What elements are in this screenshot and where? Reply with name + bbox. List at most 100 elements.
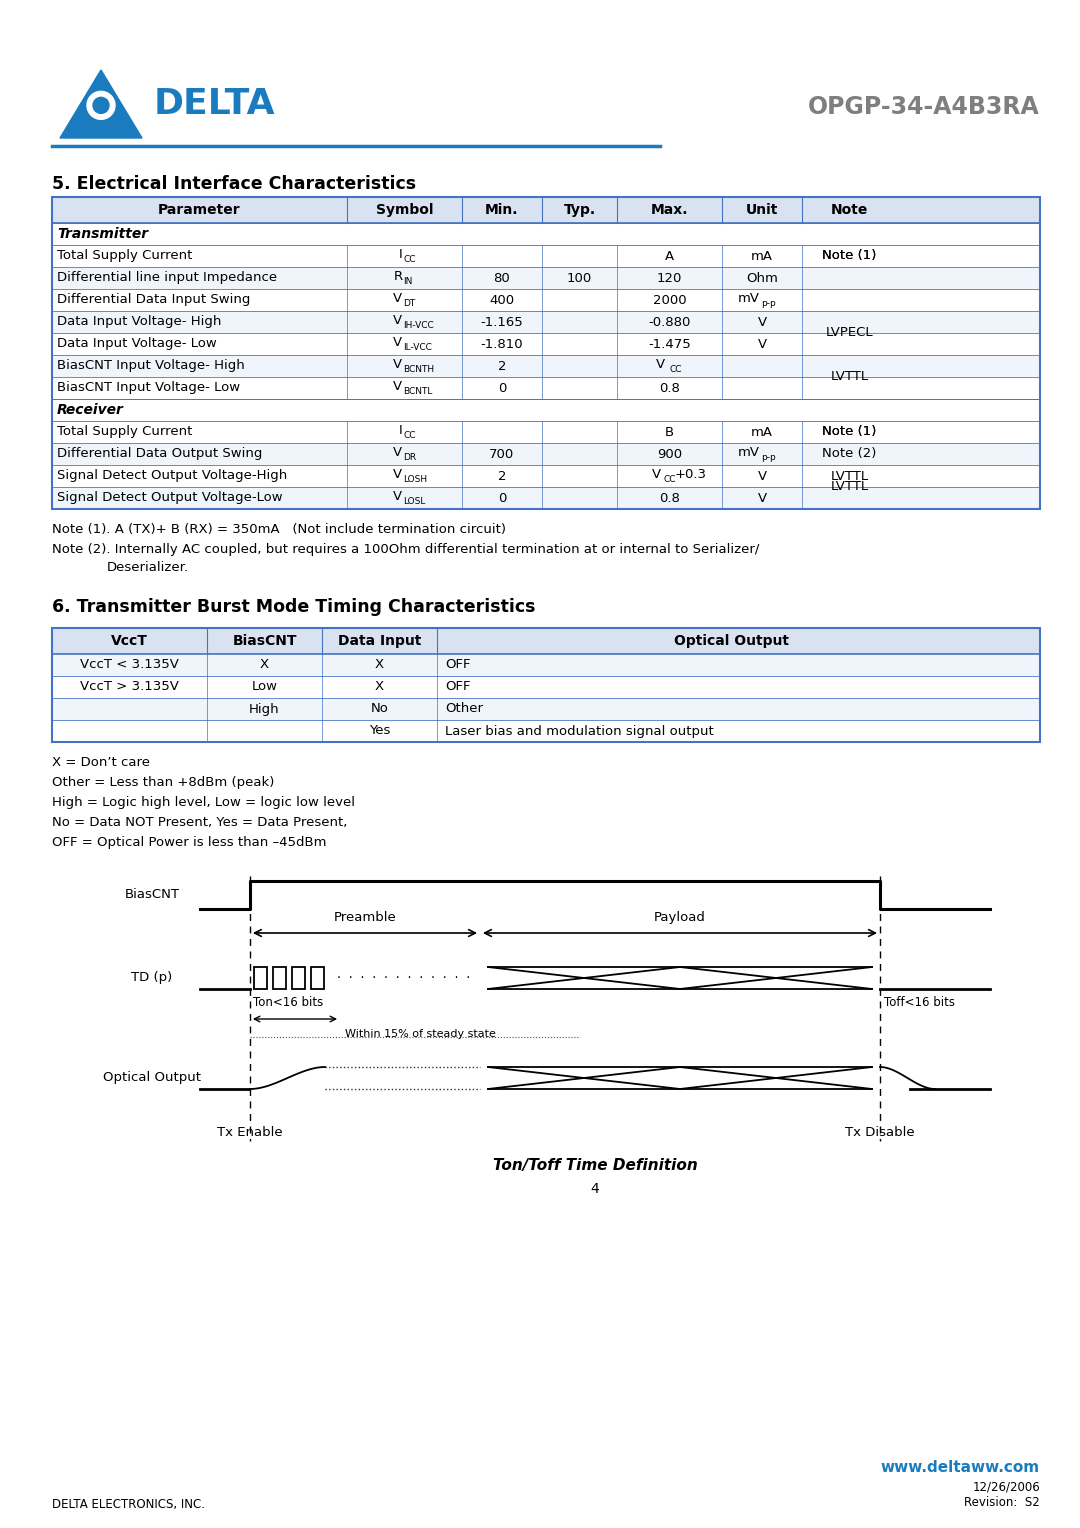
Text: Tx Disable: Tx Disable [846, 1126, 915, 1138]
Text: V: V [393, 446, 403, 460]
Bar [52, 197, 1040, 509]
Text: -1.165: -1.165 [481, 315, 524, 329]
Text: CC: CC [404, 431, 416, 440]
Text: V: V [757, 338, 767, 350]
Text: High = Logic high level, Low = logic low level: High = Logic high level, Low = logic low… [52, 796, 355, 808]
Circle shape [93, 98, 109, 113]
Text: Unit: Unit [746, 203, 779, 217]
Text: High: High [249, 703, 280, 715]
Text: Yes: Yes [368, 724, 390, 738]
Text: www.deltaww.com: www.deltaww.com [881, 1459, 1040, 1475]
Text: Typ.: Typ. [564, 203, 595, 217]
Text: Note (1): Note (1) [822, 249, 877, 263]
Text: DT: DT [404, 298, 416, 307]
Bar [52, 244, 1040, 267]
Bar [52, 197, 1040, 223]
Text: V: V [757, 315, 767, 329]
Text: 900: 900 [657, 448, 683, 460]
Bar [273, 967, 286, 989]
Text: p-p: p-p [761, 452, 775, 461]
Text: -1.475: -1.475 [648, 338, 691, 350]
Text: LOSH: LOSH [404, 475, 428, 483]
Bar [254, 967, 267, 989]
Text: Data Input: Data Input [338, 634, 421, 648]
Text: DR: DR [404, 452, 417, 461]
Bar [52, 675, 1040, 698]
Bar [311, 967, 324, 989]
Text: p-p: p-p [761, 298, 775, 307]
Text: Tx Enable: Tx Enable [217, 1126, 283, 1138]
Bar [52, 443, 1040, 465]
Text: Within 15% of steady state: Within 15% of steady state [345, 1028, 496, 1039]
Text: BiasCNT: BiasCNT [232, 634, 297, 648]
Text: Parameter: Parameter [158, 203, 241, 217]
Text: V: V [393, 469, 403, 481]
Text: Note: Note [831, 203, 868, 217]
Text: V: V [393, 359, 403, 371]
Bar [52, 312, 1040, 333]
Text: DELTA ELECTRONICS, INC.: DELTA ELECTRONICS, INC. [52, 1497, 205, 1511]
Text: Signal Detect Output Voltage-Low: Signal Detect Output Voltage-Low [57, 492, 283, 504]
Text: LVTTL: LVTTL [831, 370, 868, 384]
Bar [52, 628, 1040, 654]
Text: Note (2). Internally AC coupled, but requires a 100Ohm differential termination : Note (2). Internally AC coupled, but req… [52, 542, 759, 556]
Text: Data Input Voltage- Low: Data Input Voltage- Low [57, 338, 217, 350]
Text: V: V [657, 359, 665, 371]
Text: R: R [393, 270, 403, 284]
Bar [52, 333, 1040, 354]
Text: mV: mV [738, 292, 760, 306]
Text: Optical Output: Optical Output [675, 634, 789, 648]
Bar [52, 422, 1040, 443]
Text: BiasCNT Input Voltage- High: BiasCNT Input Voltage- High [57, 359, 245, 373]
Text: mV: mV [738, 446, 760, 460]
Text: X: X [260, 659, 269, 671]
Text: 12/26/2006: 12/26/2006 [972, 1481, 1040, 1493]
Text: 400: 400 [489, 293, 514, 307]
Text: No: No [370, 703, 389, 715]
Text: CC: CC [663, 475, 676, 483]
Text: 5. Electrical Interface Characteristics: 5. Electrical Interface Characteristics [52, 176, 416, 193]
Text: Symbol: Symbol [376, 203, 433, 217]
Text: V: V [393, 336, 403, 350]
Text: Ton/Toff Time Definition: Ton/Toff Time Definition [492, 1158, 698, 1174]
Text: Signal Detect Output Voltage-High: Signal Detect Output Voltage-High [57, 469, 287, 483]
Text: 0.8: 0.8 [659, 382, 680, 394]
Text: mA: mA [751, 425, 773, 439]
Text: +0.3: +0.3 [675, 469, 706, 481]
Text: Differential Data Input Swing: Differential Data Input Swing [57, 293, 251, 307]
Text: Ohm: Ohm [746, 272, 778, 284]
Circle shape [87, 92, 114, 119]
Text: · · · · · · · · · · · ·: · · · · · · · · · · · · [336, 973, 471, 983]
Text: I: I [399, 249, 403, 261]
Text: Deserializer.: Deserializer. [107, 561, 189, 575]
Text: Min.: Min. [485, 203, 518, 217]
Bar [52, 223, 1040, 244]
Text: Other: Other [445, 703, 483, 715]
Text: Note (1): Note (1) [822, 425, 877, 439]
Bar [52, 289, 1040, 312]
Text: V: V [652, 469, 661, 481]
Text: No = Data NOT Present, Yes = Data Present,: No = Data NOT Present, Yes = Data Presen… [52, 816, 348, 830]
Polygon shape [60, 70, 141, 138]
Text: V: V [757, 492, 767, 504]
Text: Note (1): Note (1) [822, 249, 877, 263]
Text: IH-VCC: IH-VCC [404, 321, 434, 330]
Text: Laser bias and modulation signal output: Laser bias and modulation signal output [445, 724, 714, 738]
Bar [52, 267, 1040, 289]
Text: VccT: VccT [111, 634, 148, 648]
Text: BiasCNT Input Voltage- Low: BiasCNT Input Voltage- Low [57, 382, 240, 394]
Text: 0: 0 [498, 492, 507, 504]
Bar [52, 628, 1040, 743]
Text: V: V [393, 315, 403, 327]
Text: Max.: Max. [651, 203, 688, 217]
Text: -1.810: -1.810 [481, 338, 524, 350]
Text: Optical Output: Optical Output [103, 1071, 201, 1085]
Text: OFF: OFF [445, 659, 471, 671]
Text: Toff<16 bits: Toff<16 bits [885, 996, 955, 1008]
Text: V: V [393, 380, 403, 394]
Text: VccT < 3.135V: VccT < 3.135V [80, 659, 179, 671]
Bar [52, 354, 1040, 377]
Text: Note (1): Note (1) [822, 425, 877, 439]
Text: 0: 0 [498, 382, 507, 394]
Bar [52, 720, 1040, 743]
